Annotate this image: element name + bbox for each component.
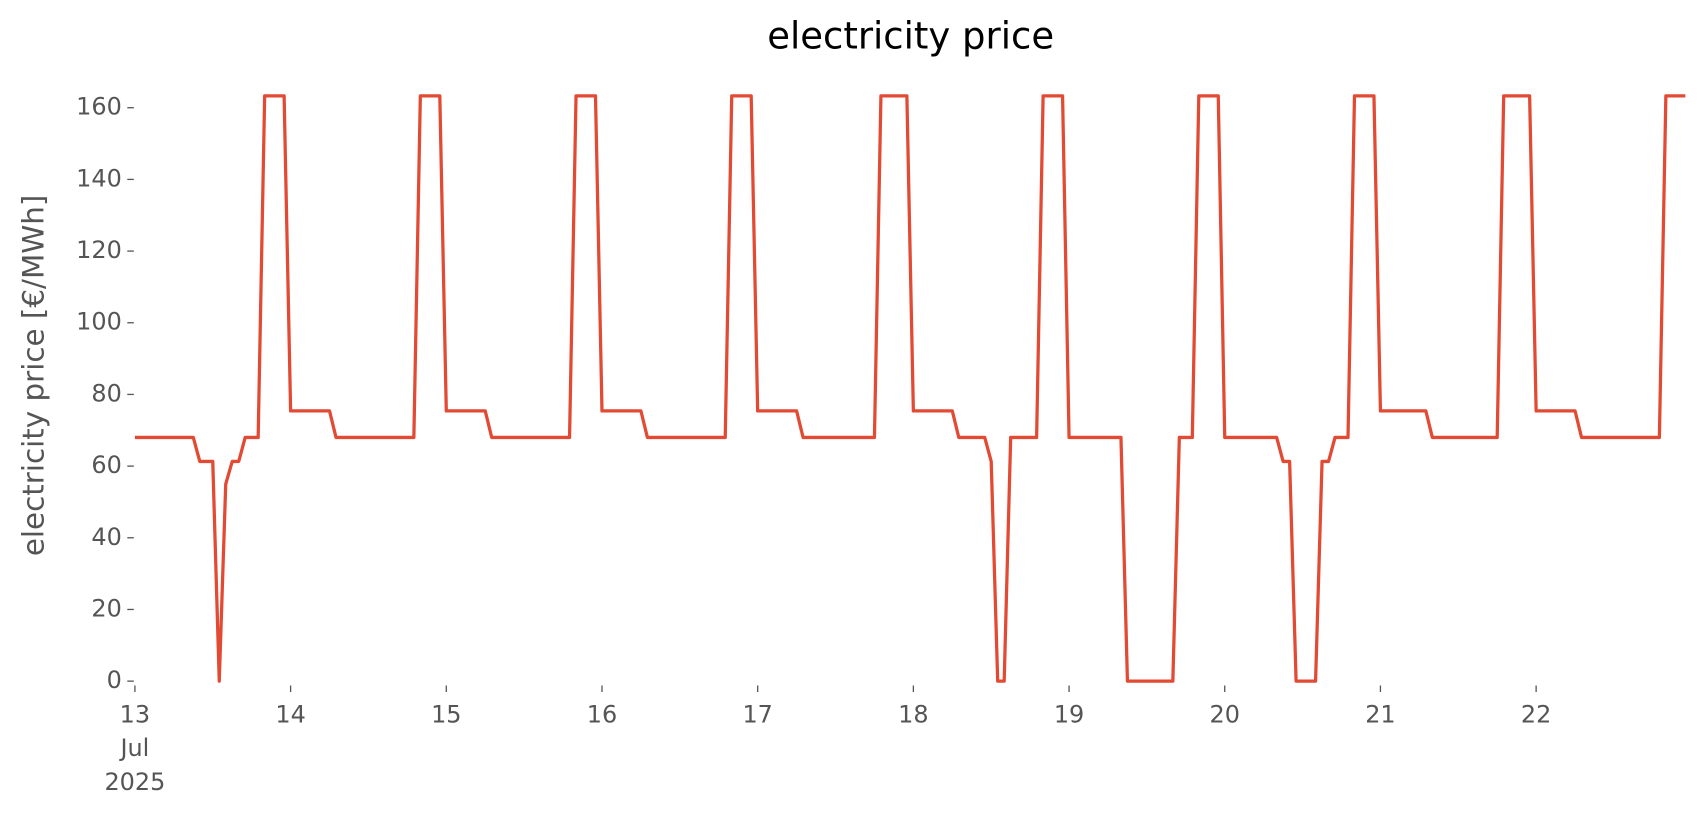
chart-title: electricity price <box>767 15 1054 58</box>
y-tick-label: 120 <box>76 236 122 264</box>
y-tick-label: 0 <box>107 666 122 694</box>
y-tick-label: 160 <box>76 93 122 121</box>
y-tick-label: 80 <box>91 379 121 407</box>
x-tick-label: 20 <box>1210 700 1240 728</box>
x-tick-label: 16 <box>587 700 617 728</box>
x-tick-label: 18 <box>898 700 928 728</box>
y-tick-label: 40 <box>91 523 121 551</box>
x-tick-label: 15 <box>431 700 461 728</box>
x-tick-label: 13 Jul 2025 <box>104 700 165 795</box>
y-tick-label: 20 <box>91 594 121 622</box>
x-tick-label: 14 <box>275 700 305 728</box>
y-tick-label: 140 <box>76 164 122 192</box>
x-tick-label: 17 <box>742 700 772 728</box>
y-tick-label: 100 <box>76 308 122 336</box>
y-tick-label: 60 <box>91 451 121 479</box>
x-tick-label: 21 <box>1365 700 1395 728</box>
x-tick-label: 19 <box>1054 700 1084 728</box>
price-line <box>134 94 1686 683</box>
x-tick-label: 22 <box>1521 700 1551 728</box>
y-axis-label: electricity price [€/MWh] <box>16 195 50 557</box>
